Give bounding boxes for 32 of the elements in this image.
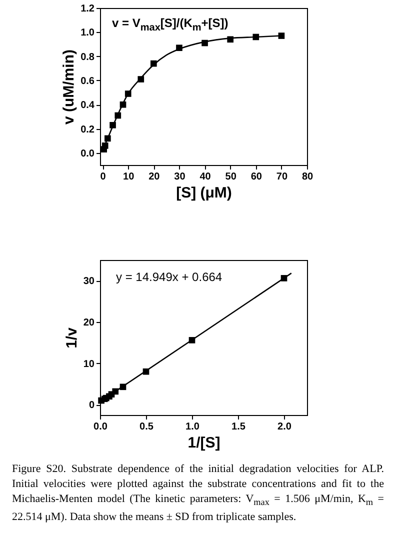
- x-tick-label: 70: [276, 172, 288, 182]
- x-axis-title: 1/[S]: [188, 434, 220, 452]
- x-tick-label: 0: [100, 172, 106, 182]
- y-tick-label: 0: [88, 400, 95, 412]
- x-tick-label: 10: [123, 172, 135, 182]
- annotation: v = V$_{max}$[S]/(K$_{m}$+[S]): [112, 16, 228, 34]
- y-tick-label: 0.8: [80, 52, 95, 63]
- x-axis-title: [S] (μM): [176, 184, 232, 202]
- y-tick-label: 1.2: [80, 4, 95, 14]
- x-tick-label: 2.0: [278, 422, 292, 432]
- x-tick-label: 50: [225, 172, 237, 182]
- y-tick-label: 1.0: [80, 28, 95, 39]
- y-tick-label: 0.6: [80, 76, 95, 87]
- x-tick-label: 1.5: [232, 422, 246, 432]
- y-tick-label: 0.2: [80, 124, 95, 136]
- y-tick-label: 10: [83, 358, 95, 370]
- text: Figure S20. Substrate dependence of the initial degradation velocities for ALP. Initial velocities were plotted against the substrate concentrations and fit to the Michaelis-Menten model (The kinetic parameters: V$_{max}$ = 1.506 μM/min, K$_{m}$ = 22.514 μM). Data show the means ± SD from triplicate samples.: [12, 463, 384, 524]
- y-tick-label: 0.4: [80, 100, 95, 112]
- annotation: y = 14.949x + 0.664: [116, 270, 222, 284]
- y-axis-title: v (uM/min): [60, 50, 78, 124]
- x-tick-label: 0.5: [140, 422, 154, 432]
- y-axis-title: 1/v: [63, 326, 80, 348]
- x-tick-label: 30: [174, 172, 186, 182]
- x-tick-label: 40: [200, 172, 212, 182]
- x-tick-label: 80: [302, 172, 314, 182]
- y-tick-label: 30: [83, 276, 95, 288]
- y-tick-label: 0.0: [80, 148, 95, 160]
- y-tick-label: 20: [83, 318, 95, 328]
- x-tick-label: 60: [250, 172, 262, 182]
- x-tick-label: 20: [148, 172, 160, 182]
- x-tick-label: 0.0: [94, 422, 108, 432]
- x-tick-label: 1.0: [186, 422, 200, 432]
